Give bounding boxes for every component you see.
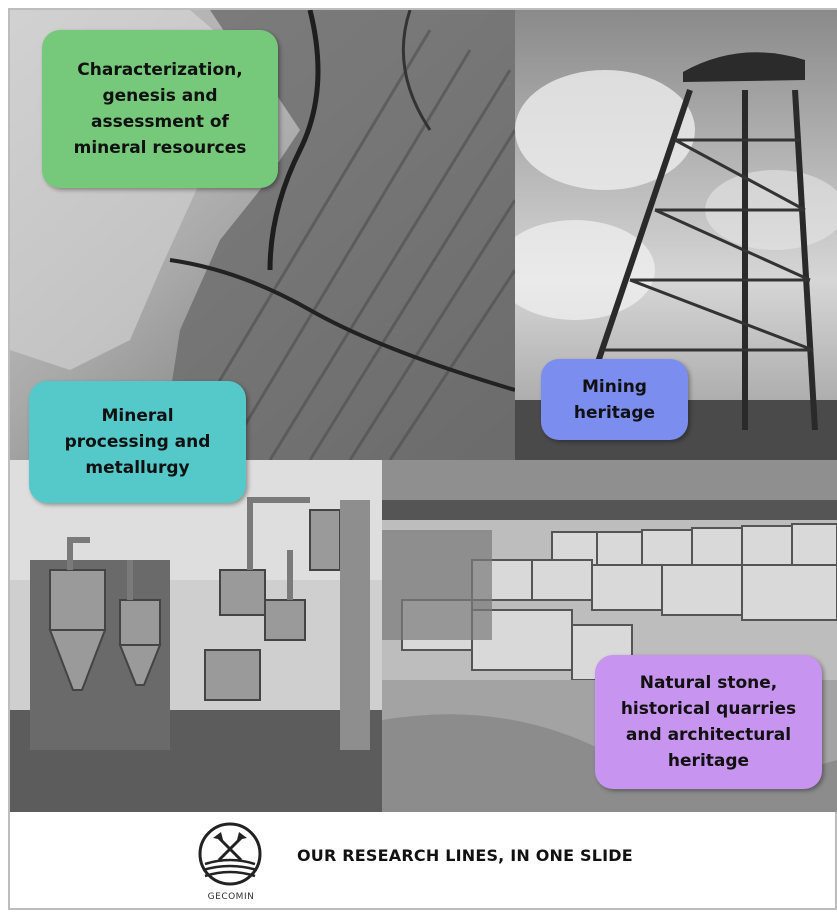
mineral-processing-label: Mineral processing and metallurgy xyxy=(29,381,246,503)
slogan-text: OUR RESEARCH LINES, IN ONE SLIDE xyxy=(297,846,633,865)
mining-heritage-photo xyxy=(515,10,837,460)
logo-text: GECOMIN xyxy=(207,892,255,902)
mining-heritage-label: Mining heritage xyxy=(541,359,688,440)
mineral-processing-photo xyxy=(10,460,382,812)
natural-stone-label: Natural stone, historical quarries and a… xyxy=(595,655,822,789)
gecomin-logo-icon xyxy=(198,822,262,886)
mineral-resources-label: Characterization, genesis and assessment… xyxy=(42,30,278,188)
footer: GECOMIN OUR RESEARCH LINES, IN ONE SLIDE xyxy=(10,812,835,908)
